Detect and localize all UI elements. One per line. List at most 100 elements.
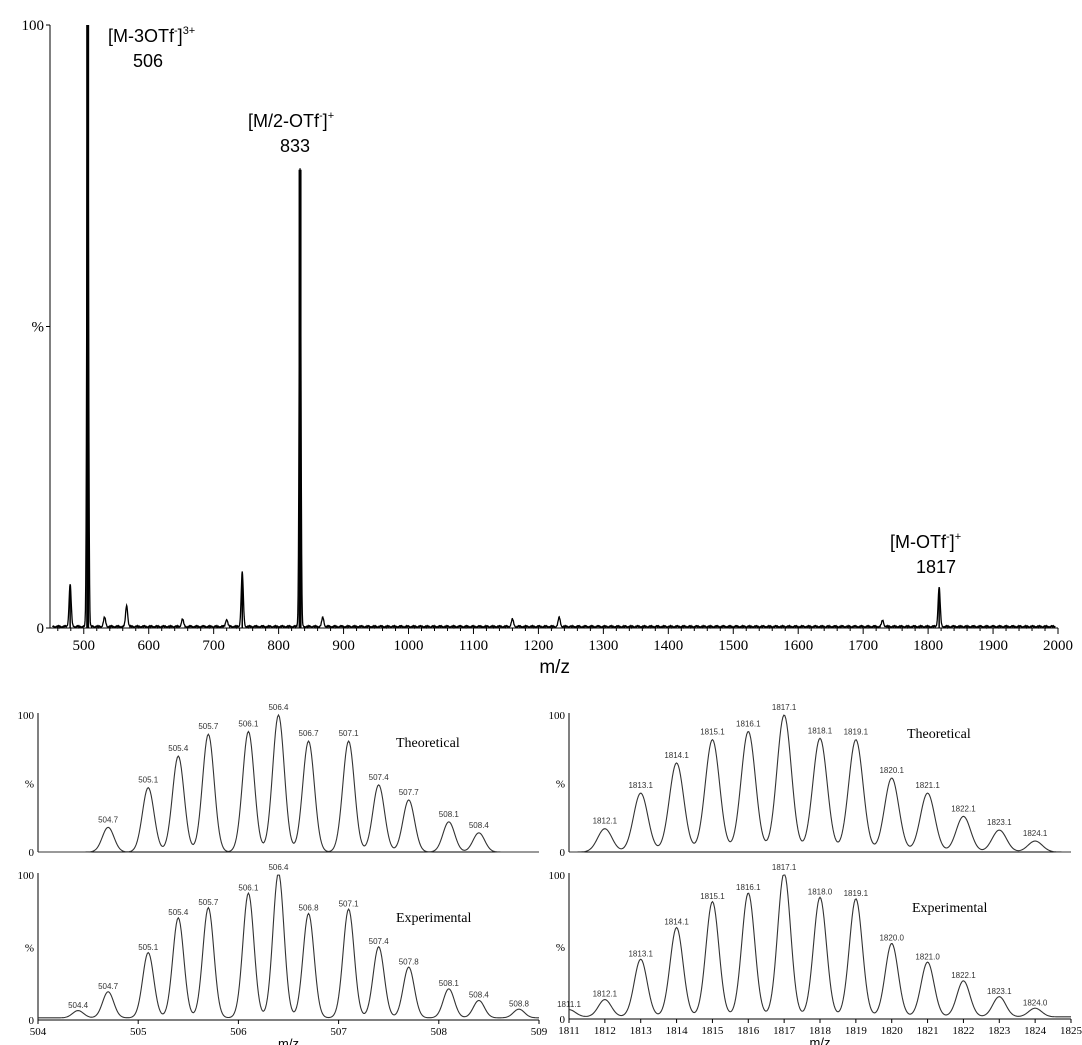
peak-label: 1818.0 <box>808 887 833 896</box>
peak-label: 1816.1 <box>736 883 761 892</box>
peak-label: 504.4 <box>68 1001 89 1010</box>
x-tick-label: 505 <box>130 1026 147 1038</box>
y-tick-label: 100 <box>18 870 35 882</box>
isotope-trace <box>569 714 1071 853</box>
x-tick-label: 1400 <box>653 638 683 654</box>
annotation-mz-value: 833 <box>280 136 310 156</box>
x-tick-label: 700 <box>202 638 225 654</box>
isotope-trace <box>38 874 540 1019</box>
peak-label: 1812.1 <box>593 990 618 999</box>
y-tick-label: % <box>556 779 565 791</box>
annotation-ion-formula: [M/2-OTf-]+ <box>248 110 334 131</box>
peak-label: 506.7 <box>299 729 320 738</box>
peak-label: 1821.0 <box>915 952 940 961</box>
spectrum-type-label: Experimental <box>912 901 988 916</box>
peak-label: 1824.0 <box>1023 998 1048 1007</box>
x-tick-label: 1600 <box>783 638 813 654</box>
peak-label: 1823.1 <box>987 818 1012 827</box>
peak-label: 508.1 <box>439 979 460 988</box>
x-axis-title: m/z <box>539 657 570 678</box>
y-tick-label: 100 <box>549 710 566 722</box>
peak-label: 1816.1 <box>736 719 761 728</box>
y-tick-label: 0 <box>37 621 45 637</box>
x-tick-label: 1815 <box>701 1025 724 1037</box>
x-tick-label: 1825 <box>1060 1025 1082 1037</box>
x-tick-label: 1000 <box>394 638 424 654</box>
x-tick-label: 1700 <box>848 638 878 654</box>
peak-label: 1824.1 <box>1023 829 1048 838</box>
peak-label: 506.4 <box>268 863 289 872</box>
full-spectrum-panel: 500 600 700 800 900 1000 1100 1200 1300 1400 1500 1… <box>22 18 1074 678</box>
x-tick-label: 1821 <box>917 1025 939 1037</box>
peak-label: 508.4 <box>469 991 490 1000</box>
peak-label: 505.4 <box>168 744 189 753</box>
y-tick-label: 100 <box>549 870 566 882</box>
peak-label: 505.7 <box>198 898 219 907</box>
peak-label: 1813.1 <box>628 781 653 790</box>
peak-label: 1821.1 <box>915 781 940 790</box>
x-tick-label: 900 <box>332 638 355 654</box>
peak-label: 506.1 <box>238 719 259 728</box>
peak-label: 504.7 <box>98 982 119 991</box>
isotope-1817-experimental-panel: 0% 100 1811.1 1812.1 1813.1 1814.1 1815.1 1816.… <box>549 863 1082 1045</box>
x-tick-label: 506 <box>230 1026 247 1038</box>
x-tick-label: 1200 <box>523 638 553 654</box>
peak-label: 506.8 <box>299 904 320 913</box>
x-tick-label: 800 <box>267 638 290 654</box>
x-tick-label: 1300 <box>588 638 618 654</box>
y-tick-label: 0 <box>560 1014 566 1026</box>
peak-label: 1815.1 <box>700 728 725 737</box>
peak-label: 505.4 <box>168 908 189 917</box>
peak-label: 1822.1 <box>951 804 976 813</box>
spectrum-trace <box>51 24 1056 630</box>
x-tick-label: 1100 <box>459 638 488 654</box>
x-tick-label: 509 <box>531 1026 548 1038</box>
annotation-ion-formula: [M-3OTf-]3+ <box>108 25 195 46</box>
peak-label: 1823.1 <box>987 987 1012 996</box>
x-tick-label: 2000 <box>1043 638 1073 654</box>
y-tick-label: % <box>25 779 34 791</box>
peak-label: 1820.0 <box>879 934 904 943</box>
x-tick-label: 600 <box>137 638 160 654</box>
spectrum-type-label: Theoretical <box>907 727 971 742</box>
peak-label: 1822.1 <box>951 971 976 980</box>
peak-label: 505.1 <box>138 776 159 785</box>
x-tick-label: 1819 <box>845 1025 868 1037</box>
x-tick-label: 1811 <box>558 1025 580 1037</box>
peak-label: 1818.1 <box>808 726 833 735</box>
x-tick-label: 508 <box>431 1026 448 1038</box>
y-tick-label: % <box>25 943 34 955</box>
x-tick-label: 1816 <box>737 1025 760 1037</box>
spectrum-type-label: Experimental <box>396 911 472 926</box>
x-tick-label: 500 <box>73 638 96 654</box>
x-tick-label: 1900 <box>978 638 1008 654</box>
peak-label: 1812.1 <box>593 817 618 826</box>
isotope-506-theoretical-panel: 0% 100 504.7 505.1 505.4 505.7 506.1 506.4 506.7… <box>18 703 539 859</box>
y-tick-label: 0 <box>560 847 566 859</box>
peak-label: 505.7 <box>198 722 219 731</box>
y-tick-label: % <box>556 942 565 954</box>
peak-label: 1819.1 <box>844 728 869 737</box>
annotation-ion-formula: [M-OTf-]+ <box>890 531 961 552</box>
x-tick-label: 1824 <box>1024 1025 1047 1037</box>
isotope-1817-theoretical-panel: 0% 100 1812.1 1813.1 1814.1 1815.1 1816.1 1817.… <box>549 703 1071 859</box>
peak-label: 1814.1 <box>664 751 689 760</box>
peak-label: 508.8 <box>509 999 530 1008</box>
peak-label: 1813.1 <box>628 949 653 958</box>
peak-label: 504.7 <box>98 815 119 824</box>
peak-label: 507.8 <box>399 957 420 966</box>
peak-label: 507.1 <box>339 899 360 908</box>
peak-label: 506.4 <box>268 703 289 712</box>
x-tick-label: 1822 <box>952 1025 974 1037</box>
x-tick-label: 1818 <box>809 1025 832 1037</box>
peak-label: 506.1 <box>238 883 259 892</box>
peak-label: 508.1 <box>439 810 460 819</box>
y-tick-label: 0 <box>29 1015 35 1027</box>
y-tick-label: 100 <box>18 710 35 722</box>
x-tick-label: 1814 <box>666 1025 689 1037</box>
x-axis-title: m/z <box>810 1035 831 1045</box>
x-tick-label: 1813 <box>630 1025 653 1037</box>
x-axis-title: m/z <box>278 1036 299 1045</box>
peak-label: 507.4 <box>369 773 390 782</box>
